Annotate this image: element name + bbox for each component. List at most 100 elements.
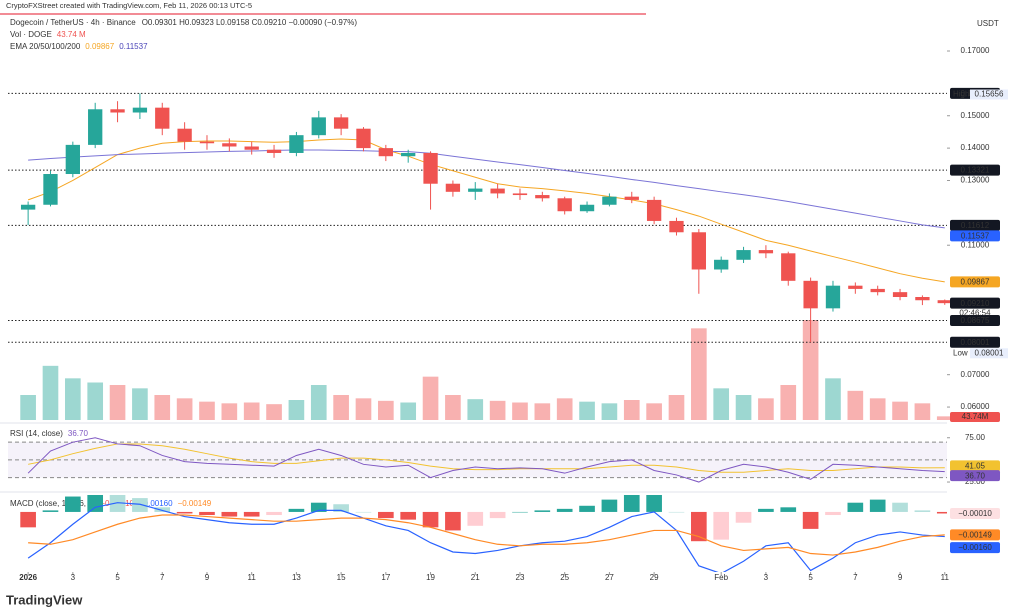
candle-body (423, 152, 438, 184)
ohlc: O0.09301 H0.09323 L0.09158 C0.09210 −0.0… (142, 18, 358, 27)
macd-histogram-bar (512, 511, 528, 513)
candle-body (825, 285, 841, 309)
ema-50-label-text: 0.09867 (961, 277, 990, 286)
candle-body (43, 174, 58, 205)
volume-bar (288, 400, 305, 420)
candle-body (222, 143, 237, 147)
volume-bar (847, 390, 864, 420)
brand-logo: TradingView (6, 592, 83, 607)
macd-histogram-bar (825, 511, 841, 516)
macd-histogram-bar (914, 510, 931, 512)
volume-bar (266, 404, 282, 420)
level-label-box (950, 314, 1000, 326)
macd-hist-label-text: −0.00010 (958, 509, 992, 518)
volume-bar (579, 401, 595, 420)
rsi-value: 36.70 (68, 429, 89, 438)
high-box (970, 89, 1008, 100)
rsi-title: RSI (14, close) (10, 429, 63, 438)
macd-histogram-bar (310, 502, 327, 512)
volume-bar (489, 400, 506, 420)
volume-bar (914, 403, 931, 420)
macd-hist-label-box (950, 507, 1000, 519)
rsi-label-box (950, 470, 1000, 482)
volume-bar (556, 398, 573, 420)
volume-bar (65, 378, 81, 420)
level-label-box (950, 336, 1000, 348)
volume-bar (333, 395, 349, 420)
volume-bar (20, 395, 36, 420)
candle-body (110, 109, 125, 113)
volume-bar (109, 385, 126, 420)
low-box (970, 348, 1008, 359)
candle-body (401, 152, 416, 157)
symbol-title: Dogecoin / TetherUS · 4h · Binance (10, 18, 136, 27)
macd-line-label-text: −0.00160 (958, 543, 992, 552)
macd-histogram-bar (869, 499, 886, 512)
candle-body (624, 196, 639, 200)
ema-name: EMA 20/50/100/200 (10, 42, 81, 51)
y-tick-label: 25.00 (965, 477, 986, 486)
candle-body (915, 297, 930, 301)
macd-histogram-bar (713, 511, 730, 540)
x-tick-label: 9 (898, 573, 903, 582)
candle-body (646, 199, 662, 221)
y-tick-label: 0.15000 (961, 111, 990, 120)
candle-body (20, 204, 36, 210)
volume-bar (646, 403, 662, 420)
candle-body (758, 250, 774, 254)
candle-body (490, 188, 505, 194)
layer: −0.00010 −0.00149 −0.00160 (950, 507, 1000, 554)
layer (27, 437, 945, 483)
volume-bar (355, 398, 372, 420)
candle-body (378, 148, 393, 157)
candle-body (468, 188, 483, 192)
volume-bar (378, 400, 394, 420)
rsi-line (27, 437, 945, 483)
candle-body (177, 128, 192, 142)
credit-underline (0, 13, 646, 15)
rsi-ma-label-text: 41.05 (965, 461, 986, 470)
rsi-legend: RSI (14, close) 36.70 (10, 429, 88, 438)
macd-histogram-bar (288, 508, 305, 512)
y-tick-label: 0.17000 (961, 46, 990, 55)
low-name: Low (953, 348, 968, 357)
macd-histogram-bar (847, 502, 864, 512)
volume-bar (780, 385, 797, 420)
ema-row: EMA 20/50/100/200 0.09867 0.11537 (10, 42, 148, 51)
volume-box-text: 43.74M (962, 412, 989, 421)
candle-body (781, 253, 796, 281)
candle-body (579, 204, 595, 212)
macd-histogram-bar (378, 511, 394, 519)
volume-bar (221, 403, 238, 420)
volume-bar (132, 388, 148, 420)
volume-bar (825, 378, 841, 420)
macd-histogram-bar (936, 511, 947, 514)
x-tick-label: 19 (426, 573, 435, 582)
volume-bar (713, 388, 730, 420)
x-tick-label: 7 (853, 573, 858, 582)
macd-histogram-bar (333, 504, 349, 512)
volume-bar (310, 385, 327, 420)
candle-body (199, 141, 215, 144)
x-tick-label: 25 (560, 573, 569, 582)
volume-bar (422, 376, 439, 420)
macd-signal-label-text: −0.00149 (958, 530, 992, 539)
macd-signal-value: −0.00149 (178, 499, 212, 508)
volume-bar (176, 398, 193, 420)
x-tick-label: 7 (160, 573, 165, 582)
candle-body (244, 146, 259, 150)
macd-histogram-bar (623, 495, 640, 512)
volume-row: Vol · DOGE 43.74 M (10, 30, 86, 39)
rsi-line (28, 443, 945, 473)
macd-histogram-bar (489, 511, 506, 519)
x-tick-label: 11 (941, 573, 950, 582)
volume-bar (512, 402, 528, 420)
ema-200-value: 0.11537 (119, 42, 148, 51)
y-tick-label: 75.00 (965, 433, 986, 442)
x-tick-label: 23 (516, 573, 525, 582)
candle-body (691, 232, 706, 270)
y-tick-label: 0.13000 (961, 176, 990, 185)
high-value: 0.15656 (975, 90, 1004, 99)
